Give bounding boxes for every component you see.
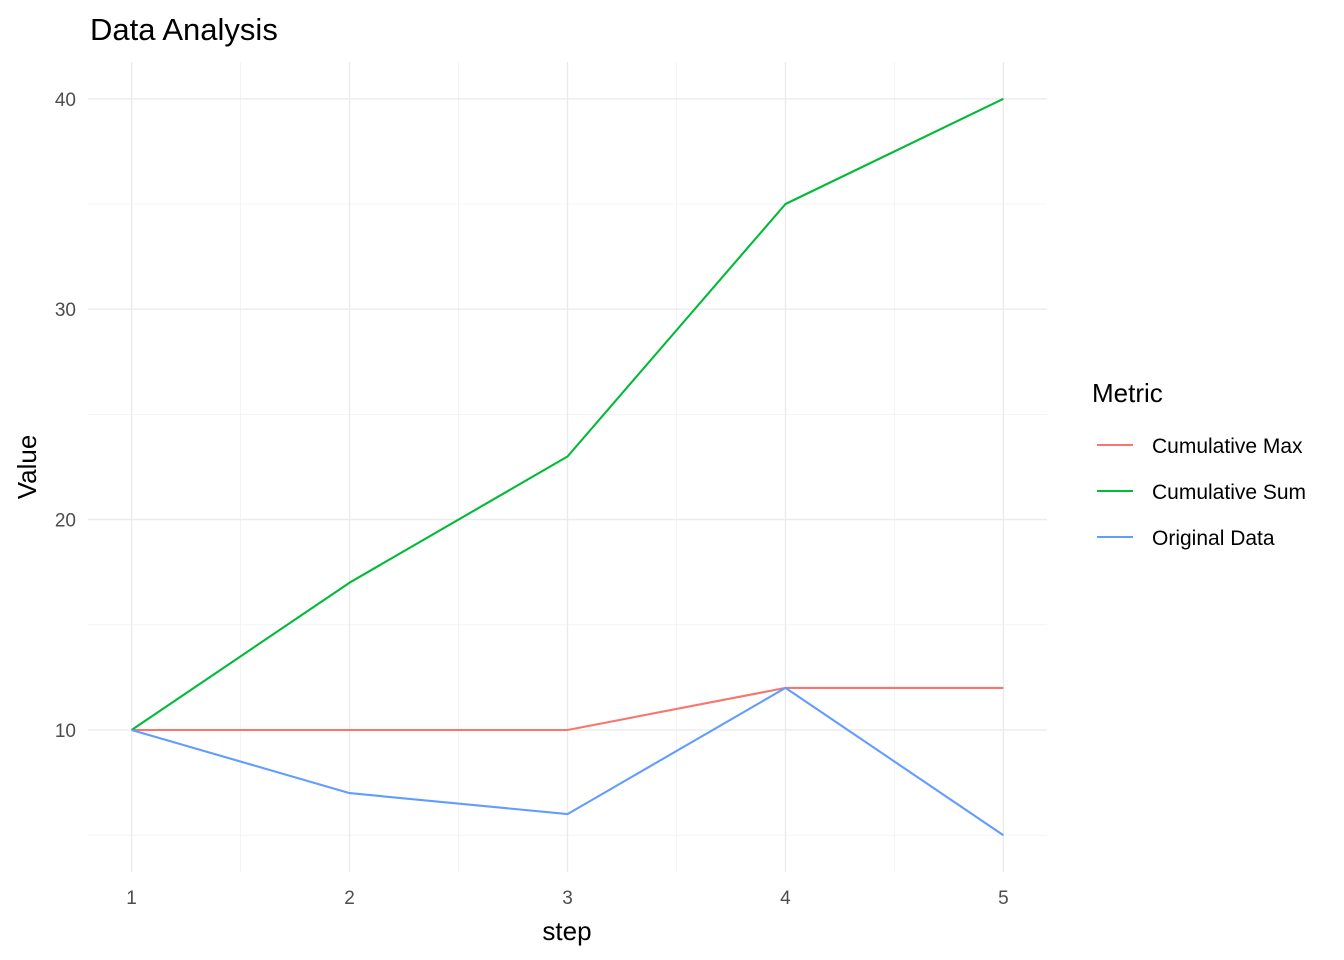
legend-label: Original Data: [1152, 527, 1275, 550]
x-tick-label: 3: [562, 888, 573, 909]
y-tick-label: 30: [55, 300, 76, 321]
legend-label: Cumulative Max: [1152, 435, 1303, 458]
x-tick-label: 4: [780, 888, 791, 909]
series-line-original-data: [131, 686, 1004, 837]
legend-title: Metric: [1092, 378, 1163, 408]
legend-label: Cumulative Sum: [1152, 481, 1306, 504]
x-tick-label: 1: [126, 888, 137, 909]
y-tick-label: 20: [55, 511, 76, 532]
x-axis-ticks: 1 2 3 4 5: [126, 888, 1008, 909]
series-line-cumulative-sum: [131, 97, 1004, 731]
grid: [88, 62, 1047, 872]
x-tick-label: 5: [998, 888, 1009, 909]
legend: Metric Cumulative Max Cumulative Sum Origi…: [1092, 378, 1306, 550]
y-tick-label: 40: [55, 90, 76, 111]
y-axis-title: Value: [12, 435, 42, 500]
chart-title: Data Analysis: [90, 12, 278, 47]
series-group: [131, 97, 1004, 837]
series-line-cumulative-max: [131, 686, 1004, 732]
x-tick-label: 2: [344, 888, 355, 909]
y-tick-label: 10: [55, 721, 76, 742]
x-axis-title: step: [542, 916, 591, 946]
y-axis-ticks: 10 20 30 40: [55, 90, 76, 742]
